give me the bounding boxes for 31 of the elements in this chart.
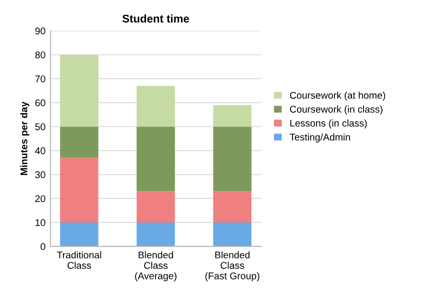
chart-title: Student time (122, 14, 190, 23)
bar (136, 126, 175, 192)
bar (136, 191, 175, 222)
bar (136, 222, 175, 246)
bar (60, 54, 98, 127)
bar (213, 126, 252, 192)
y-tick-label: 50 (35, 123, 46, 130)
y-tick-label: 70 (35, 75, 46, 82)
y-tick-label: 60 (35, 99, 46, 106)
x-tick-label: Blended Class (Fast Group) (205, 251, 260, 282)
y-tick-label: 90 (35, 28, 46, 34)
y-tick-label: 80 (35, 51, 46, 58)
y-axis-title: Minutes per day (20, 102, 30, 175)
bar (60, 222, 98, 246)
y-tick-label: 30 (35, 171, 46, 178)
bar (60, 126, 98, 158)
x-tick-label: Blended Class (Average) (135, 251, 176, 282)
y-tick-label: 20 (35, 195, 46, 202)
bar (213, 222, 252, 246)
legend-label: Coursework (in class) (290, 106, 382, 115)
y-tick-label: 0 (40, 243, 46, 250)
legend-label: Coursework (at home) (290, 92, 386, 101)
legend-label: Lessons (in class) (290, 119, 367, 129)
bar (60, 158, 98, 222)
y-tick-label: 10 (36, 219, 46, 226)
bar (213, 105, 252, 127)
x-tick-label: Traditional Class (56, 251, 102, 269)
legend-label: Testing/Admin (290, 133, 350, 142)
bar (136, 86, 175, 127)
bar (213, 191, 252, 222)
y-tick-label: 40 (35, 147, 46, 154)
